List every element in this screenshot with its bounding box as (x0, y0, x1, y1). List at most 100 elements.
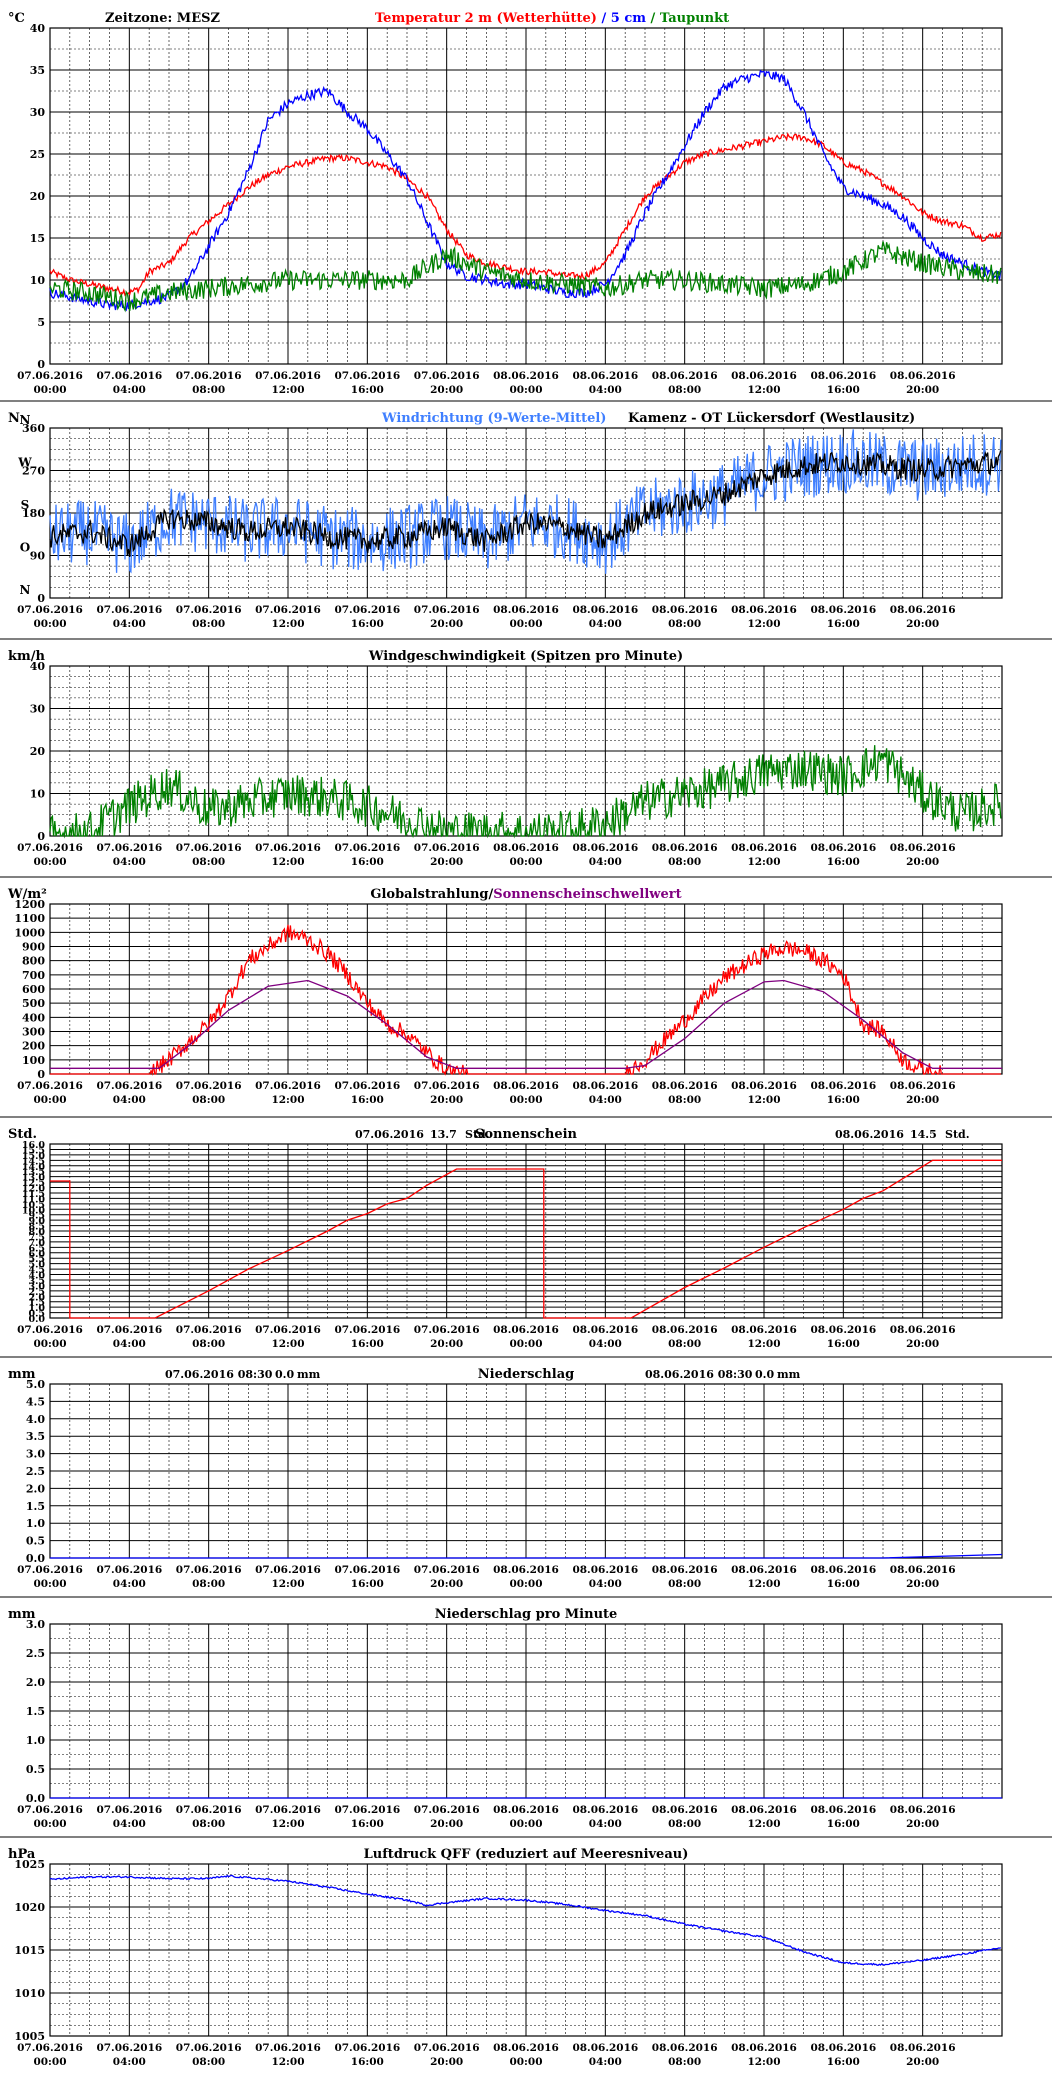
x-tick-label: 04:00 (589, 1338, 622, 1350)
x-tick-label: 00:00 (33, 384, 66, 396)
chart-title: Temperatur 2 m (Wetterhütte) / 5 cm / Ta… (375, 11, 729, 26)
x-tick-label: 20:00 (906, 1338, 939, 1350)
x-tick-label: 08:00 (192, 1818, 225, 1830)
y-tick-label: 9.5 (28, 1211, 45, 1222)
x-tick-label: 04:00 (113, 1818, 146, 1830)
x-tick-label: 08.06.2016 (731, 370, 797, 382)
y-tick-label: 1.0 (28, 1303, 45, 1314)
y-tick-label: 40 (30, 22, 46, 35)
plot-frame (49, 427, 1003, 599)
x-tick-label: 12:00 (271, 1818, 304, 1830)
y-tick-label: 2.5 (26, 1465, 45, 1478)
compass-label: W (17, 456, 32, 470)
y-tick-label: 90 (30, 550, 46, 563)
title-part: Sonnenscheinschwellwert (493, 887, 681, 902)
y-tick-label: 4.0 (26, 1413, 45, 1426)
y-tick-label: 14.5 (22, 1156, 45, 1167)
y-tick-label: 600 (22, 983, 45, 996)
y-tick-label: 200 (22, 1040, 45, 1053)
series-line (49, 1874, 1002, 1966)
series-line (49, 450, 1002, 557)
x-tick-label: 20:00 (906, 1578, 939, 1590)
chart-title: Sonnenschein (475, 1127, 578, 1142)
title-part: 5 cm (606, 11, 646, 26)
y-tick-label: 100 (22, 1054, 45, 1067)
x-tick-label: 07.06.2016 (334, 842, 400, 854)
x-tick-label: 08.06.2016 (572, 1564, 638, 1576)
x-tick-label: 12:00 (271, 618, 304, 630)
x-tick-label: 00:00 (33, 1578, 66, 1590)
x-tick-label: 04:00 (589, 618, 622, 630)
x-tick-label: 16:00 (827, 618, 860, 630)
y-tick-label: 180 (22, 507, 45, 520)
x-tick-label: 00:00 (509, 384, 542, 396)
y-tick-label: 8.5 (28, 1222, 45, 1233)
x-tick-label: 08:00 (668, 1818, 701, 1830)
title-part: Taupunkt (655, 11, 729, 26)
x-tick-label: 16:00 (351, 1578, 384, 1590)
x-tick-label: 12:00 (271, 856, 304, 868)
x-tick-label: 08.06.2016 (572, 370, 638, 382)
y-tick-label: 14.0 (22, 1162, 46, 1173)
x-tick-label: 08.06.2016 (731, 1324, 797, 1336)
x-tick-label: 08.06.2016 (890, 1564, 956, 1576)
x-tick-label: 08.06.2016 (731, 1804, 797, 1816)
unit-label: Std. (8, 1127, 37, 1142)
x-tick-label: 00:00 (509, 1338, 542, 1350)
x-tick-label: 07.06.2016 (414, 370, 480, 382)
unit-label: mm (8, 1367, 36, 1382)
y-tick-label: 800 (22, 955, 45, 968)
x-tick-label: 12:00 (747, 1818, 780, 1830)
x-tick-label: 07.06.2016 (334, 604, 400, 616)
x-tick-label: 07.06.2016 (96, 1804, 162, 1816)
x-tick-label: 07.06.2016 (17, 370, 83, 382)
y-tick-label: 1025 (14, 1858, 45, 1871)
y-tick-label: 0 (37, 592, 45, 605)
x-tick-label: 08:00 (192, 1094, 225, 1106)
x-tick-label: 00:00 (509, 1818, 542, 1830)
series-line (49, 241, 1002, 313)
y-tick-label: 15.0 (22, 1151, 46, 1162)
y-tick-label: 6.5 (28, 1243, 45, 1254)
x-tick-label: 08.06.2016 (572, 1324, 638, 1336)
compass-label: O (20, 541, 30, 555)
x-tick-label: 04:00 (113, 1578, 146, 1590)
title-part: Niederschlag (478, 1367, 574, 1382)
series-line (49, 132, 1002, 297)
x-tick-label: 00:00 (33, 2056, 66, 2068)
x-tick-label: 04:00 (589, 384, 622, 396)
y-tick-label: 30 (30, 106, 46, 119)
title-part: Sonnenschein (475, 1127, 578, 1142)
series-line (49, 69, 1002, 312)
annotation-date: 07.06.2016 08:30 (165, 1368, 273, 1381)
series-line (49, 429, 1002, 574)
x-tick-label: 00:00 (509, 1578, 542, 1590)
y-tick-label: 5 (37, 316, 45, 329)
x-tick-label: 12:00 (271, 1338, 304, 1350)
y-tick-label: 1.5 (26, 1500, 45, 1513)
x-tick-label: 08.06.2016 (731, 842, 797, 854)
x-tick-label: 20:00 (430, 1818, 463, 1830)
annotation-unit: mm (777, 1368, 801, 1381)
x-tick-label: 08:00 (668, 1578, 701, 1590)
x-tick-label: 07.06.2016 (96, 842, 162, 854)
annotation-unit: mm (297, 1368, 321, 1381)
y-tick-label: 7.5 (28, 1232, 45, 1243)
y-tick-label: 0 (37, 1068, 45, 1081)
annotation-unit: Std. (945, 1128, 970, 1141)
x-tick-label: 12:00 (747, 384, 780, 396)
y-tick-label: 0.5 (26, 1535, 45, 1548)
x-tick-label: 07.06.2016 (255, 842, 321, 854)
unit-label: N (8, 411, 20, 426)
y-tick-label: 11.0 (22, 1194, 46, 1205)
title-part: Globalstrahlung/ (370, 887, 493, 902)
y-tick-label: 3.0 (26, 1448, 45, 1461)
x-tick-label: 07.06.2016 (96, 370, 162, 382)
y-tick-label: 10 (30, 788, 46, 801)
y-tick-label: 0 (37, 830, 45, 843)
y-tick-label: 5.0 (28, 1260, 45, 1271)
y-tick-label: 3.0 (28, 1281, 45, 1292)
y-tick-label: 300 (22, 1026, 45, 1039)
y-tick-label: 1.5 (28, 1298, 45, 1309)
